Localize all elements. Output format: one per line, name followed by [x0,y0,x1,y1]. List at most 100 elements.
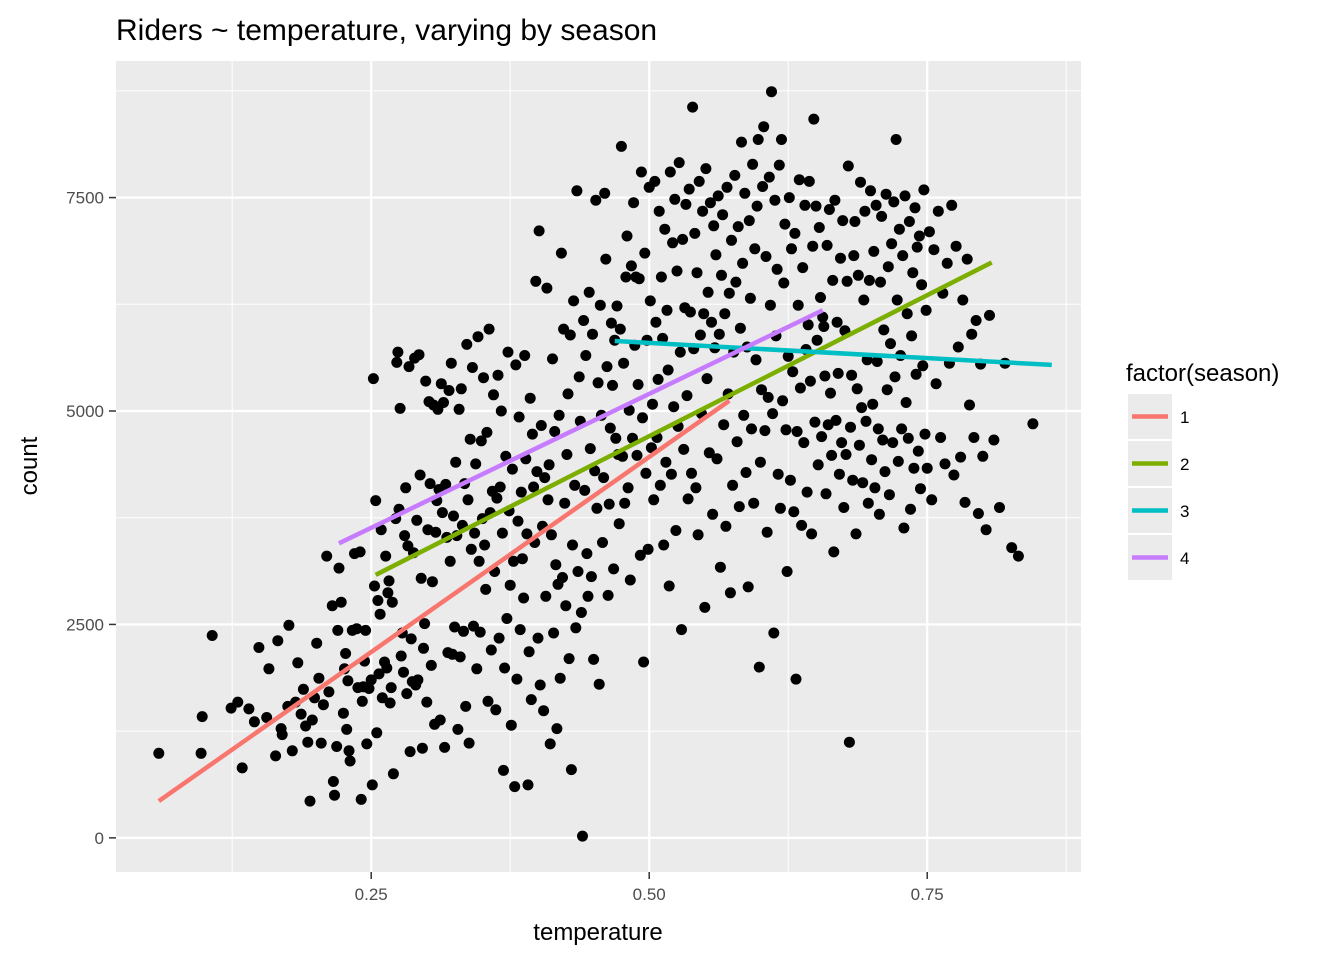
data-point [568,295,580,307]
data-point [363,683,375,694]
data-point [760,251,772,262]
data-point [889,371,901,383]
data-point [628,197,640,209]
data-point [638,656,650,668]
data-point [959,496,971,508]
data-point [994,502,1005,513]
data-point [472,331,484,343]
data-point [570,622,582,634]
data-point [865,185,876,197]
data-point [886,238,898,250]
data-point [972,508,984,519]
data-point [966,328,978,340]
data-point [475,435,487,447]
data-point [885,338,896,350]
data-point [815,292,826,303]
data-point [304,795,316,807]
data-point [917,360,929,372]
legend: factor(season) 1 2 3 4 [1126,360,1279,580]
data-point [587,328,598,340]
data-point [689,227,701,239]
data-point [292,657,304,669]
x-axis: 0.25 0.50 0.75 [355,872,944,904]
data-point [899,190,911,202]
data-point [599,187,611,199]
data-point [426,576,438,588]
data-point [553,409,565,421]
data-point [742,581,754,593]
data-point [337,707,349,719]
data-point [498,764,509,776]
data-point [744,292,756,304]
data-point [683,183,695,195]
data-point [818,321,830,332]
data-point [650,316,662,328]
data-point [374,608,386,620]
data-point [602,589,614,601]
data-point [493,632,505,644]
data-point [748,497,760,509]
data-point [542,494,554,506]
data-point [356,695,368,707]
data-point [786,243,797,255]
data-point [478,372,489,384]
data-point [783,192,795,204]
legend-label: 4 [1180,549,1189,568]
data-point [791,426,803,437]
data-point [465,543,477,555]
data-point [840,449,852,460]
data-point [381,662,393,674]
data-point [531,466,543,478]
data-point [593,678,605,690]
data-point [594,299,606,311]
data-point [474,626,486,638]
data-point [916,279,928,291]
data-point [450,456,462,468]
data-point [875,276,886,288]
data-point [601,361,613,373]
data-point [856,402,868,414]
data-point [819,370,831,382]
data-point [902,432,914,444]
data-point [777,395,789,407]
data-point [809,416,821,428]
data-point [888,196,900,208]
data-point [706,316,717,328]
data-point [270,750,282,762]
data-point [778,277,790,289]
data-point [923,226,935,238]
data-point [693,175,705,187]
data-point [882,261,894,273]
data-point [196,711,208,723]
data-point [657,332,669,344]
data-point [479,539,491,551]
data-point [664,166,676,178]
data-point [306,714,318,726]
data-point [980,524,992,536]
data-point [623,404,635,416]
data-point [420,375,432,387]
data-point [631,449,643,461]
data-point [842,160,854,172]
data-point [763,171,775,183]
data-point [578,315,590,326]
data-point [648,494,660,506]
data-point [988,434,1000,446]
chart-title: Riders ~ temperature, varying by season [116,14,657,47]
data-point [418,642,429,654]
data-point [871,356,883,367]
data-point [754,456,766,468]
data-point [505,719,517,731]
data-point [470,458,482,470]
legend-label: 1 [1180,408,1189,427]
data-point [692,529,704,541]
data-point [872,423,884,435]
data-point [449,621,461,633]
data-point [405,633,417,645]
data-point [723,287,735,299]
data-point [632,379,644,390]
data-point [365,674,377,686]
data-point [372,595,384,606]
data-point [756,384,767,396]
data-point [984,309,995,321]
